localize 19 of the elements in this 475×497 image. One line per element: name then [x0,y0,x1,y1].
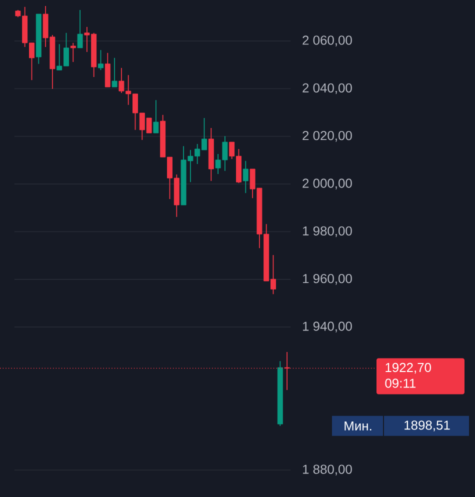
candlestick [112,57,118,88]
candlestick [77,10,83,48]
y-tick-label: 1 880,00 [303,464,352,476]
text: 1898,51 [404,420,450,432]
candlestick [98,50,104,71]
y-tick-label: 2 000,00 [302,178,352,190]
y-tick-label: 1 960,00 [303,274,352,285]
candlestick [153,100,159,134]
candlestick [70,42,76,62]
y-tick-label: 1 940,00 [303,322,352,332]
y-tick-label: 2 040,00 [302,83,352,94]
y-tick-label: 2 020,00 [302,130,352,142]
text: Мин. [344,421,372,430]
y-tick-label: 1 980,00 [303,226,352,238]
text: 09:11 [385,378,416,388]
y-tick-label: 2 060,00 [302,36,352,46]
ref-line-label: 1922,70 [386,362,432,374]
candlestick [104,52,110,88]
candlestick [242,160,248,194]
